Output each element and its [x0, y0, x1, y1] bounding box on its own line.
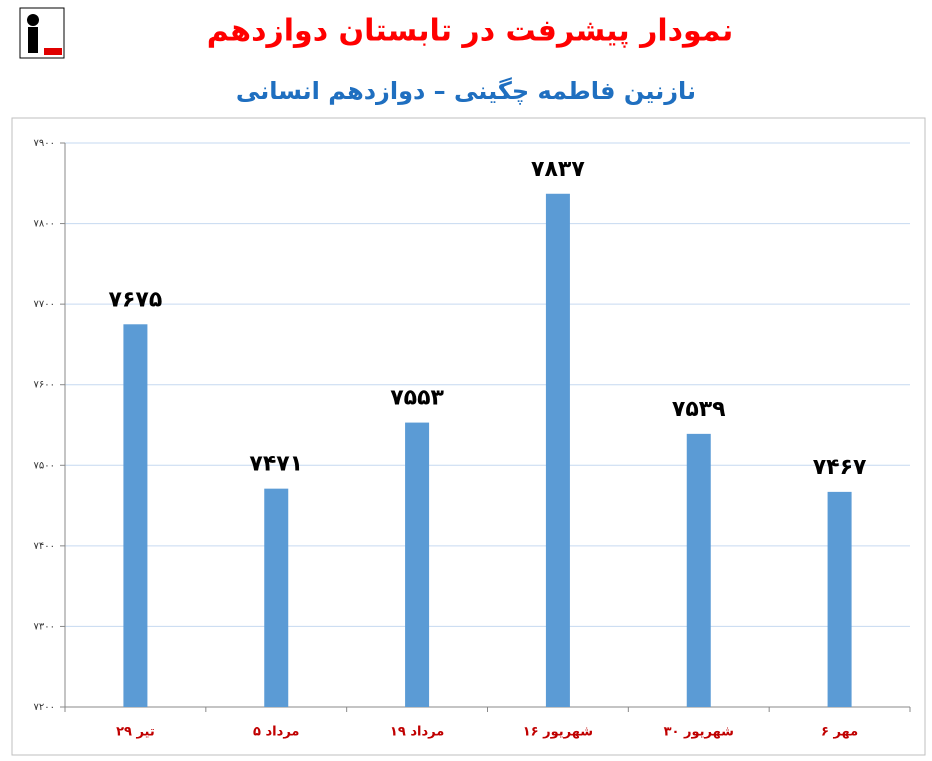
y-tick-label: ۷۹۰۰ — [34, 138, 55, 149]
bar — [686, 433, 711, 707]
x-tick-label: ۱۹ مرداد — [390, 725, 444, 740]
y-tick-label: ۷۶۰۰ — [34, 380, 55, 391]
value-label: ۷۵۵۳ — [390, 386, 444, 411]
x-tick-label: ۲۹ تیر — [116, 725, 155, 740]
y-tick-label: ۷۷۰۰ — [34, 299, 55, 310]
value-label: ۷۸۳۷ — [531, 157, 585, 182]
x-tick-label: ۱۶ شهریور — [523, 725, 593, 740]
chart-subtitle: نازنین فاطمه چگینی – دوازدهم انسانی — [236, 77, 696, 105]
y-tick-label: ۷۸۰۰ — [34, 219, 55, 230]
bar — [264, 488, 289, 707]
y-tick-label: ۷۴۰۰ — [34, 541, 55, 552]
y-tick-label: ۷۳۰۰ — [34, 621, 55, 632]
bar — [545, 193, 570, 707]
value-label: ۷۴۶۷ — [813, 455, 867, 480]
y-tick-label: ۷۲۰۰ — [34, 702, 55, 713]
bar — [123, 324, 148, 707]
y-tick-label: ۷۵۰۰ — [34, 460, 55, 471]
x-tick-label: ۳۰ شهریور — [664, 725, 734, 740]
x-tick-label: ۵ مرداد — [253, 725, 299, 740]
chart-frame — [11, 117, 926, 756]
bar — [405, 422, 430, 707]
x-tick-label: ۶ مهر — [821, 725, 858, 740]
value-label: ۷۶۷۵ — [109, 287, 163, 312]
value-label: ۷۴۷۱ — [249, 452, 303, 477]
bar — [827, 491, 852, 707]
value-label: ۷۵۳۹ — [672, 397, 726, 422]
logo — [19, 7, 65, 59]
chart-title: نمودار پیشرفت در تابستان دوازدهم — [207, 14, 733, 49]
